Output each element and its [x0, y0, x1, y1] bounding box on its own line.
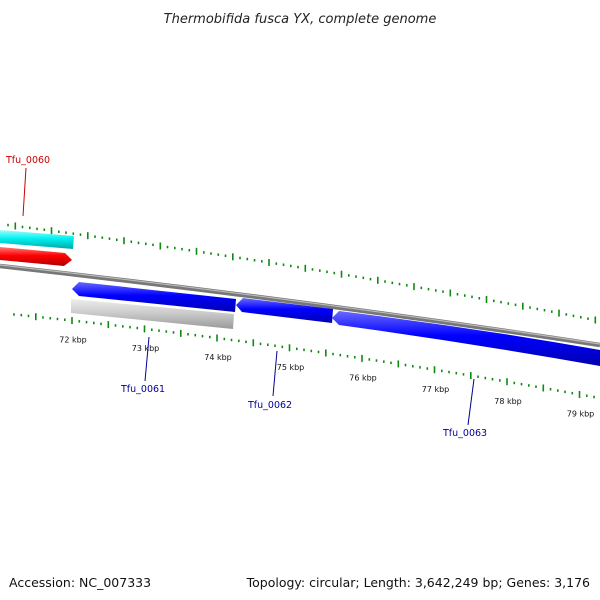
- gene-label-tfu-0060[interactable]: Tfu_0060: [5, 155, 50, 166]
- tfu-0063-leader-line: [467, 378, 475, 426]
- gene-label-tfu-0063[interactable]: Tfu_0063: [442, 428, 487, 439]
- tfu-0062-leader-line: [272, 350, 278, 397]
- scale-label: 76 kbp: [349, 374, 377, 383]
- gene-tfu-0060-arrow[interactable]: [0, 247, 72, 266]
- pseudogene-gray: [71, 299, 234, 329]
- map-title: Thermobifida fusca YX, complete genome: [164, 12, 437, 27]
- scale-label: 72 kbp: [59, 336, 87, 345]
- scale-label: 73 kbp: [132, 344, 160, 353]
- gene-label-tfu-0062[interactable]: Tfu_0062: [247, 400, 292, 411]
- gene-tfu-0061-arrow[interactable]: [72, 282, 236, 312]
- genome-summary-text: Topology: circular; Length: 3,642,249 bp…: [246, 575, 590, 590]
- scale-labels: 72 kbp 73 kbp 74 kbp 75 kbp 76 kbp 77 kbp 78 k…: [59, 336, 594, 419]
- scale-label: 77 kbp: [422, 385, 450, 394]
- other-feature-cyan: [0, 230, 74, 249]
- inner-tick-marks: [13, 313, 595, 399]
- accession-text: Accession: NC_007333: [9, 575, 151, 590]
- gene-tfu-0062-arrow[interactable]: [236, 298, 333, 323]
- scale-label: 74 kbp: [204, 353, 232, 362]
- scale-label: 75 kbp: [277, 363, 305, 372]
- scale-label: 78 kbp: [494, 397, 522, 406]
- scale-label: 79 kbp: [567, 410, 595, 419]
- genome-backbone: [0, 263, 600, 348]
- genome-backbone-highlight: [0, 264, 600, 345]
- tfu-0061-leader-line: [144, 336, 150, 382]
- tfu-0060-leader-line: [22, 167, 27, 217]
- outer-tick-marks: [7, 222, 597, 324]
- gene-tfu-0063-arrow[interactable]: [332, 311, 600, 366]
- gene-label-tfu-0061[interactable]: Tfu_0061: [120, 384, 165, 395]
